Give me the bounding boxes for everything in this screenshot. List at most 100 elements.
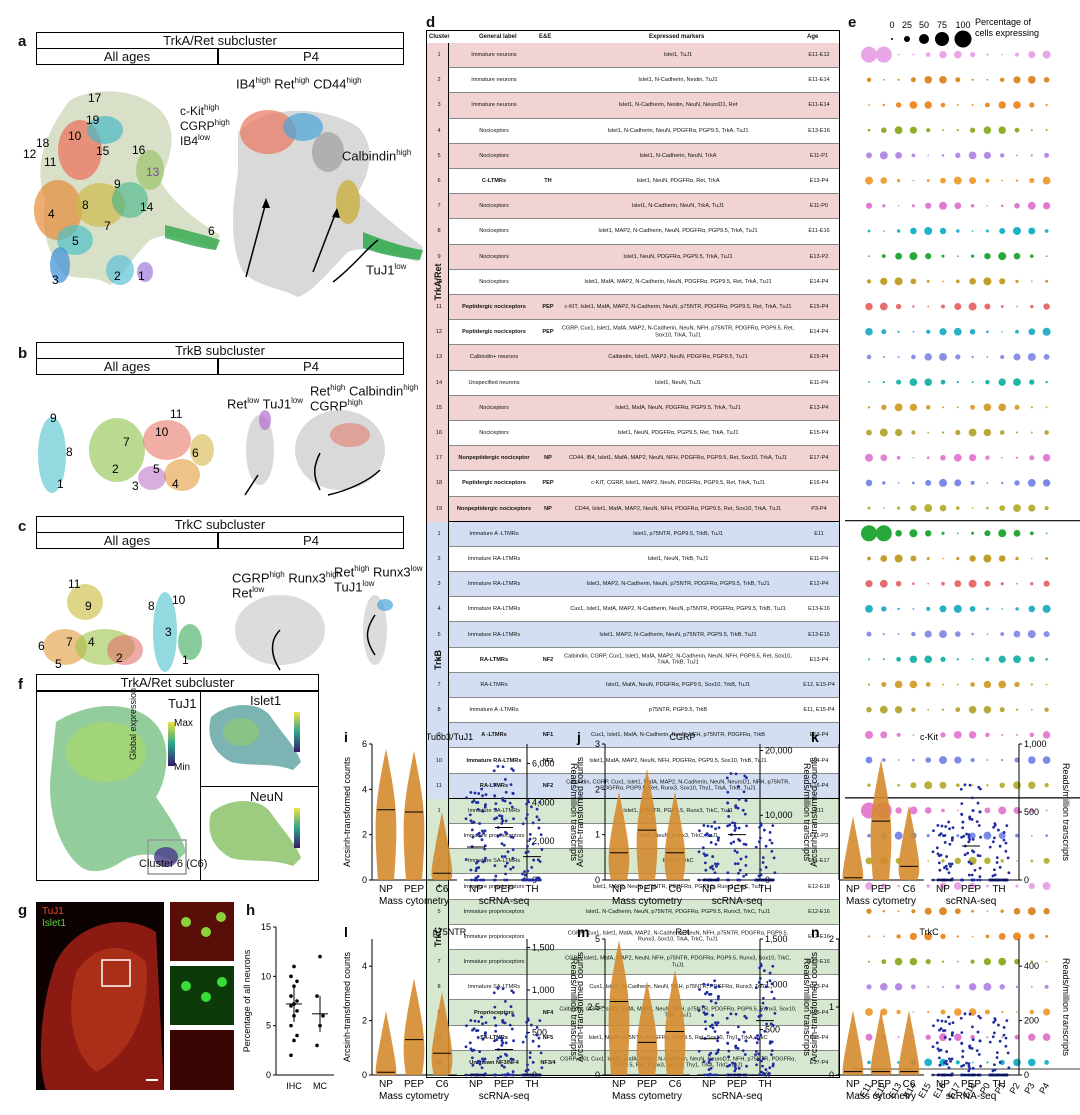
scrna-dot [716, 997, 720, 1001]
cluster-b-5: 5 [153, 462, 160, 476]
violin-mc [664, 970, 686, 1075]
table-row: 11 Peptidergic nociceptors PEP c-KIT, Islet… [436, 294, 839, 321]
violin-mc [608, 791, 630, 880]
scrna-dot [765, 1022, 769, 1026]
scrna-dot [708, 993, 711, 996]
panel-b-all-ages: All ages [36, 359, 218, 375]
scrna-dot [494, 802, 498, 806]
panel-f-title: TrkA/Ret subcluster [36, 674, 319, 691]
cell-cluster: 7 [437, 203, 441, 209]
dot [879, 151, 888, 160]
cell-cluster: 2 [437, 555, 441, 562]
scrna-dot [1005, 1019, 1009, 1023]
scrna-dot [978, 854, 982, 858]
data-point [295, 1033, 299, 1038]
scrna-dot [499, 833, 503, 837]
scrna-dot [761, 1001, 765, 1005]
cell-age: E13-P2 [809, 253, 829, 260]
cluster-8: 8 [82, 198, 89, 212]
scrna-dot [727, 1055, 731, 1059]
dot [866, 354, 872, 360]
dot [897, 78, 900, 81]
scrna-dot [504, 864, 507, 868]
dot [897, 330, 900, 333]
dot [894, 983, 903, 991]
cell-label: Immature proprioceptors [463, 958, 525, 965]
header-cluster: Cluster [429, 34, 450, 40]
cell-cluster: 4 [437, 883, 441, 890]
scrna-dot [961, 820, 965, 824]
scrna-dot [938, 833, 941, 837]
cell-label: Nociceptors [479, 127, 509, 134]
scrna-dot [755, 1041, 759, 1045]
dot [955, 152, 961, 159]
cell-age: E13-P4 [809, 656, 829, 663]
table-row: 7 Immature proprioceptors CGRP, Islet1, Ma… [437, 950, 839, 976]
cell-label: Calbindin+ neurons [469, 354, 519, 361]
dot [970, 682, 975, 687]
dot [1030, 582, 1034, 586]
dot [999, 1059, 1005, 1066]
y2-tick-label: 400 [1024, 961, 1039, 971]
scrna-dot [937, 854, 941, 858]
dot [866, 908, 872, 914]
scrna-dot [758, 1073, 761, 1077]
violin-mc [608, 940, 630, 1075]
scrna-dot [760, 1059, 763, 1063]
scrna-dot [710, 825, 714, 828]
label-cgrp-runx3-ret: CGRPhigh Runx3high Retlow [232, 570, 342, 601]
dot [909, 252, 918, 261]
panel-a-all-ages: All ages [36, 49, 218, 65]
scrna-dot [500, 1043, 504, 1047]
dot [956, 406, 959, 409]
scrna-dot [979, 787, 982, 791]
dot [880, 454, 888, 462]
scrna-dot [504, 1041, 508, 1045]
scrna-dot [944, 1020, 948, 1023]
dot [1015, 985, 1019, 989]
scrna-dot [509, 1005, 513, 1008]
dot [953, 604, 962, 613]
violin-mc [403, 750, 425, 880]
dot [897, 633, 900, 635]
dot [955, 707, 961, 713]
dot [1000, 153, 1005, 158]
cell-ee: NF3/4 [540, 1059, 556, 1066]
dot [939, 75, 947, 84]
dot [939, 353, 947, 361]
cell-cluster: 2 [437, 77, 441, 84]
scrna-dot [531, 1039, 535, 1043]
table-row: 17 Nonpeptidergic nociceptor NP CD44, IB4, … [436, 446, 839, 472]
table-row: 12 Peptidergic nociceptors PEP CGRP, Cux1, … [436, 320, 839, 346]
scrna-dot [471, 1063, 475, 1067]
violin-mc [375, 1011, 397, 1076]
cell-age: E11-P4 [809, 379, 829, 386]
scrna-dot [493, 1073, 497, 1077]
table-row: 2 Immature neurons Islet1, N-Cadherin, Nes… [437, 68, 839, 94]
dot [865, 453, 873, 462]
scrna-dot [493, 1039, 496, 1043]
cluster-7: 7 [104, 219, 111, 233]
scrna-dot [494, 1029, 498, 1033]
dot [896, 656, 901, 662]
category-label: PEP [871, 1079, 891, 1090]
dot [865, 1008, 873, 1016]
scrna-dot [936, 824, 940, 827]
dot [1013, 101, 1021, 109]
scrna-dot [717, 1048, 720, 1052]
cell-label: Unknown NF3/NF4 [469, 1059, 519, 1066]
dot [970, 404, 975, 410]
colorbar-max: Max [174, 718, 193, 729]
scrna-dot [745, 1064, 748, 1068]
dot [912, 607, 915, 610]
dot [861, 46, 877, 63]
scrna-dot [709, 866, 712, 869]
scrna-dot [759, 873, 763, 877]
cell-cluster: 3 [437, 580, 441, 587]
group-label-scrna: scRNA-seq [712, 896, 763, 907]
dot [971, 658, 974, 661]
scrna-dot [975, 820, 979, 824]
dot [983, 126, 992, 134]
dot [865, 202, 873, 209]
age-label: P1 [993, 1081, 1007, 1096]
